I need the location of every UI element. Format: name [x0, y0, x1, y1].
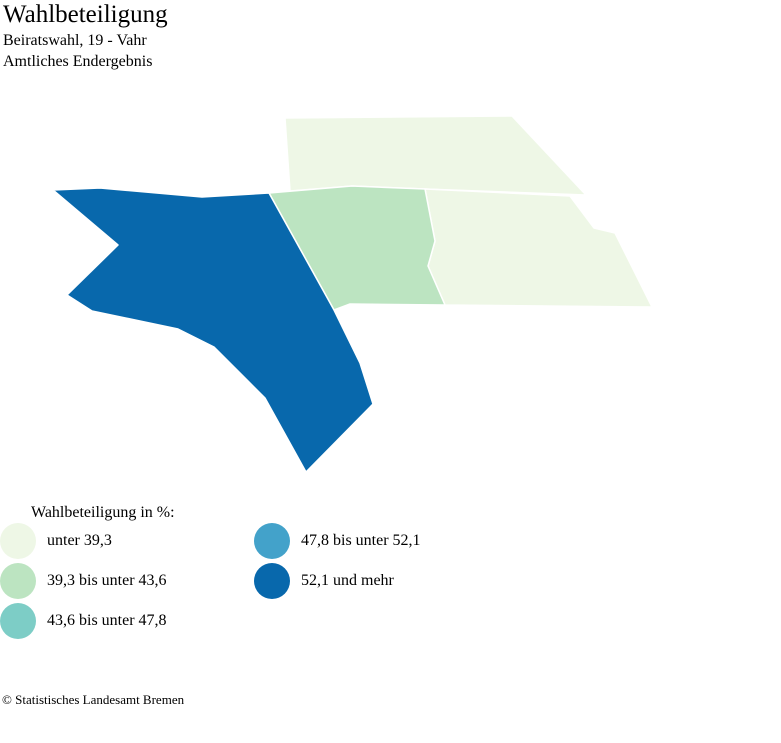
legend-swatch-icon	[254, 523, 290, 559]
legend-item: unter 39,3	[0, 523, 112, 559]
legend-swatch-icon	[0, 563, 36, 599]
region-north[interactable]	[284, 115, 587, 196]
legend-item: 52,1 und mehr	[254, 563, 394, 599]
legend-label: unter 39,3	[47, 532, 112, 549]
legend-item: 43,6 bis unter 47,8	[0, 603, 167, 639]
legend-title: Wahlbeteiligung in %:	[31, 504, 175, 521]
legend-label: 43,6 bis unter 47,8	[47, 612, 167, 629]
legend-swatch-icon	[0, 523, 36, 559]
map-subtitle: Beiratswahl, 19 - Vahr	[3, 32, 147, 49]
legend-swatch-icon	[254, 563, 290, 599]
legend-item: 39,3 bis unter 43,6	[0, 563, 167, 599]
legend-label: 39,3 bis unter 43,6	[47, 572, 167, 589]
region-west[interactable]	[52, 187, 374, 473]
region-east[interactable]	[424, 188, 653, 308]
legend-item: 47,8 bis unter 52,1	[254, 523, 421, 559]
copyright-notice: © Statistisches Landesamt Bremen	[2, 692, 185, 707]
legend-label: 52,1 und mehr	[301, 572, 394, 589]
legend-swatch-icon	[0, 603, 36, 639]
map-result-note: Amtliches Endergebnis	[3, 53, 153, 70]
legend-label: 47,8 bis unter 52,1	[301, 532, 421, 549]
region-center[interactable]	[268, 185, 446, 311]
map-title: Wahlbeteiligung	[3, 1, 168, 28]
